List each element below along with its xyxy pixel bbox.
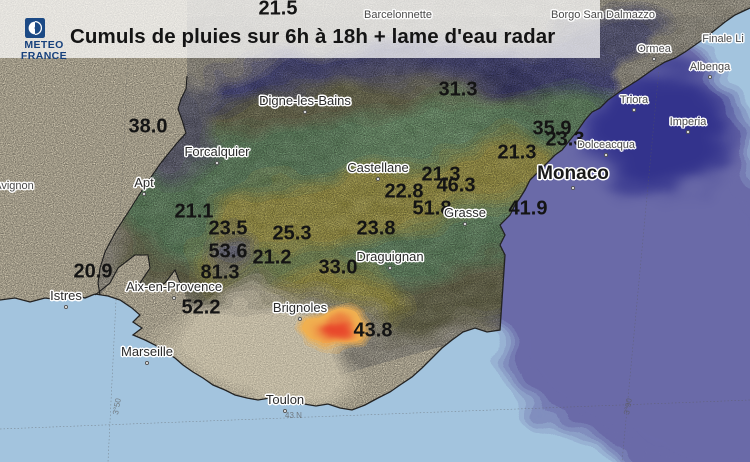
svg-text:43 N: 43 N — [285, 411, 302, 420]
